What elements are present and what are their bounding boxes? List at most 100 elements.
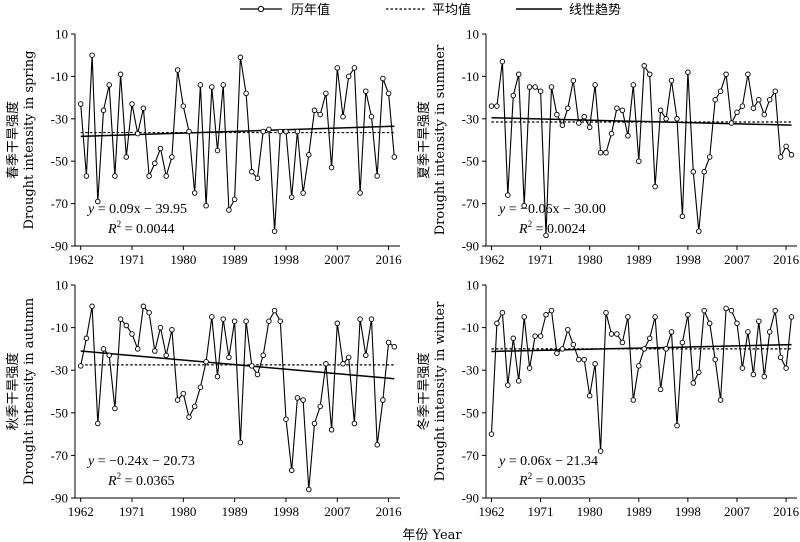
data-point	[766, 329, 773, 335]
data-point	[169, 154, 175, 160]
y-tick-label: -70	[51, 196, 68, 211]
data-point	[739, 103, 746, 109]
y-tick-label: -50	[462, 405, 479, 420]
data-point	[701, 307, 707, 314]
data-point	[761, 373, 768, 380]
data-point	[734, 320, 740, 327]
y-axis-label-cn: 冬季干旱强度	[416, 352, 432, 430]
data-point	[537, 333, 544, 339]
r-squared: R2 = 0.0044	[107, 219, 174, 237]
y-tick-label: -10	[51, 69, 68, 84]
legend-trend-label: 线性趋势	[569, 2, 621, 18]
data-point	[548, 307, 555, 314]
data-point	[374, 442, 380, 448]
regression-equation: y = 0.09x − 39.95	[86, 202, 187, 217]
data-point	[690, 169, 697, 175]
r-squared: R2 = 0.0024	[518, 219, 585, 237]
data-point	[288, 467, 295, 474]
data-point	[586, 393, 593, 399]
eq-y: y	[86, 454, 95, 469]
data-point	[180, 103, 187, 109]
trend-line	[80, 350, 395, 380]
data-point	[657, 107, 664, 114]
r2-value: = 0.0365	[121, 474, 174, 489]
data-point	[515, 71, 522, 78]
data-point	[706, 154, 713, 160]
data-point	[306, 486, 312, 493]
data-point	[209, 314, 215, 320]
data-point	[783, 143, 789, 150]
data-point	[260, 352, 266, 359]
data-point	[220, 316, 226, 322]
data-point	[761, 111, 768, 118]
data-point	[311, 107, 318, 114]
data-point	[515, 378, 522, 384]
data-point	[696, 228, 702, 234]
data-point	[300, 190, 306, 196]
data-point	[614, 331, 620, 337]
x-tick-label: 1971	[528, 504, 554, 519]
data-point	[77, 363, 84, 369]
data-point	[750, 371, 757, 378]
eq-body: = 0.09x − 39.95	[94, 202, 187, 217]
r2-label: R	[518, 222, 528, 237]
data-point	[368, 316, 375, 322]
y-axis-label-en: Drought intensity in summer	[433, 44, 448, 235]
data-point	[106, 352, 112, 359]
data-point	[117, 316, 124, 322]
r-squared: R2 = 0.0365	[107, 471, 174, 489]
data-point	[576, 356, 582, 363]
data-point	[526, 84, 533, 90]
x-tick-label: 2007	[724, 252, 751, 267]
data-point	[157, 324, 164, 331]
data-point	[499, 58, 506, 65]
legend-mean-label: 平均值	[432, 2, 471, 18]
x-tick-label: 1962	[478, 504, 504, 519]
x-tick-label: 1971	[119, 504, 145, 519]
y-axis-label: 冬季干旱强度Drought intensity in winter	[416, 301, 448, 481]
eq-body: = −0.24x − 20.73	[94, 454, 195, 469]
data-point	[186, 128, 192, 135]
data-point	[614, 105, 620, 111]
data-point	[243, 318, 249, 324]
data-point	[652, 183, 658, 190]
data-point	[328, 427, 335, 433]
y-tick-label: -90	[51, 491, 68, 506]
legend-annual: 历年值	[240, 2, 330, 18]
data-point	[231, 196, 238, 203]
data-point	[548, 84, 555, 90]
data-point	[537, 88, 544, 94]
data-point	[505, 382, 511, 388]
r2-superscript: 2	[528, 471, 533, 481]
data-point	[586, 124, 593, 131]
r2-value: = 0.0044	[121, 222, 174, 237]
data-point	[254, 371, 261, 378]
data-point	[134, 346, 141, 352]
data-point	[277, 318, 284, 324]
data-point	[146, 309, 152, 316]
data-point	[608, 331, 615, 337]
data-point	[652, 314, 658, 320]
data-point	[625, 314, 631, 320]
data-point	[351, 65, 358, 71]
legend-mean: 平均值	[386, 2, 471, 18]
data-point	[306, 152, 312, 158]
y-tick-label: 10	[55, 27, 68, 42]
data-point	[100, 346, 107, 352]
regression-equation: y = −0.06x − 30.00	[497, 202, 606, 217]
data-point	[788, 314, 795, 320]
data-point	[374, 173, 380, 179]
data-point	[543, 232, 549, 239]
data-point	[745, 329, 751, 335]
r2-superscript: 2	[117, 471, 122, 481]
data-point	[701, 169, 707, 175]
data-point	[317, 111, 323, 118]
data-point	[334, 320, 341, 327]
data-point	[123, 322, 130, 329]
data-point	[340, 361, 346, 367]
data-point	[728, 307, 735, 314]
data-point	[641, 346, 647, 352]
data-point	[249, 363, 255, 369]
